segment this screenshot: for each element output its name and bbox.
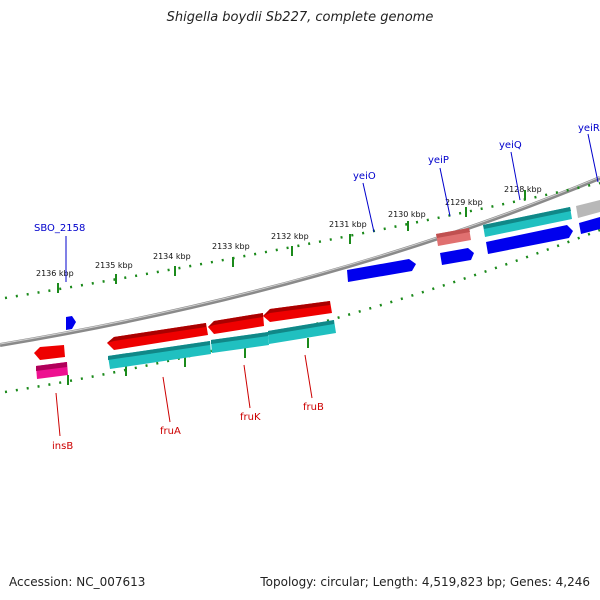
gene-label-yeir[interactable]: yeiR: [578, 123, 600, 134]
pseudo-feature-bar-top: [36, 362, 67, 371]
label-leader: [362, 182, 375, 233]
label-leader: [587, 133, 599, 183]
misc-feature-box-top: [436, 228, 470, 238]
gene-label-sbo-2158[interactable]: SBO_2158: [34, 223, 85, 234]
reverse-gene-arrow[interactable]: [34, 345, 65, 360]
forward-gene-arrow[interactable]: [440, 248, 474, 265]
label-leader: [243, 364, 251, 409]
gene-label-frua[interactable]: fruA: [160, 426, 181, 437]
scale-label: 2134 kbp: [153, 252, 191, 261]
rna-feature-bar-top: [483, 207, 571, 229]
forward-gene-arrow[interactable]: [579, 217, 600, 234]
scale-label: 2132 kbp: [271, 232, 309, 241]
gene-label-frub[interactable]: fruB: [303, 402, 324, 413]
genome-summary-text: Topology: circular; Length: 4,519,823 bp…: [260, 575, 590, 589]
scale-label: 2136 kbp: [36, 269, 74, 278]
label-leader: [510, 151, 521, 201]
accession-text: Accession: NC_007613: [9, 575, 146, 589]
genome-backbone: [0, 176, 600, 347]
rna-feature-bar-top: [108, 341, 210, 360]
rna-feature-bar-top: [211, 332, 268, 344]
gene-label-yeip[interactable]: yeiP: [428, 155, 449, 166]
pseudo-feature-bar[interactable]: [576, 200, 600, 218]
scale-label: 2128 kbp: [504, 185, 542, 194]
reverse-gene-arrow-shade: [263, 301, 330, 316]
rna-feature-bar-top: [268, 320, 334, 335]
label-leader: [55, 392, 61, 437]
map-title: Shigella boydii Sb227, complete genome: [166, 10, 434, 25]
scale-label: 2130 kbp: [388, 210, 426, 219]
forward-gene-arrow[interactable]: [347, 259, 416, 282]
gene-label-yeiq[interactable]: yeiQ: [499, 140, 522, 151]
scale-label: 2131 kbp: [329, 220, 367, 229]
gene-label-fruk[interactable]: fruK: [240, 412, 261, 423]
scale-label: 2135 kbp: [95, 261, 133, 270]
forward-gene-arrow[interactable]: [66, 316, 76, 330]
forward-gene-arrow[interactable]: [486, 225, 573, 254]
scale-label: 2129 kbp: [445, 198, 483, 207]
inner-ruler-track: [4, 228, 600, 394]
reverse-gene-arrow-shade: [208, 313, 263, 327]
label-leader: [304, 354, 313, 399]
gene-label-yeio[interactable]: yeiO: [353, 171, 376, 182]
label-leader: [162, 376, 171, 423]
label-leader: [439, 167, 451, 217]
reverse-gene-arrow-shade: [107, 323, 206, 343]
gene-label-insb[interactable]: insB: [52, 441, 73, 452]
scale-label: 2133 kbp: [212, 242, 250, 251]
